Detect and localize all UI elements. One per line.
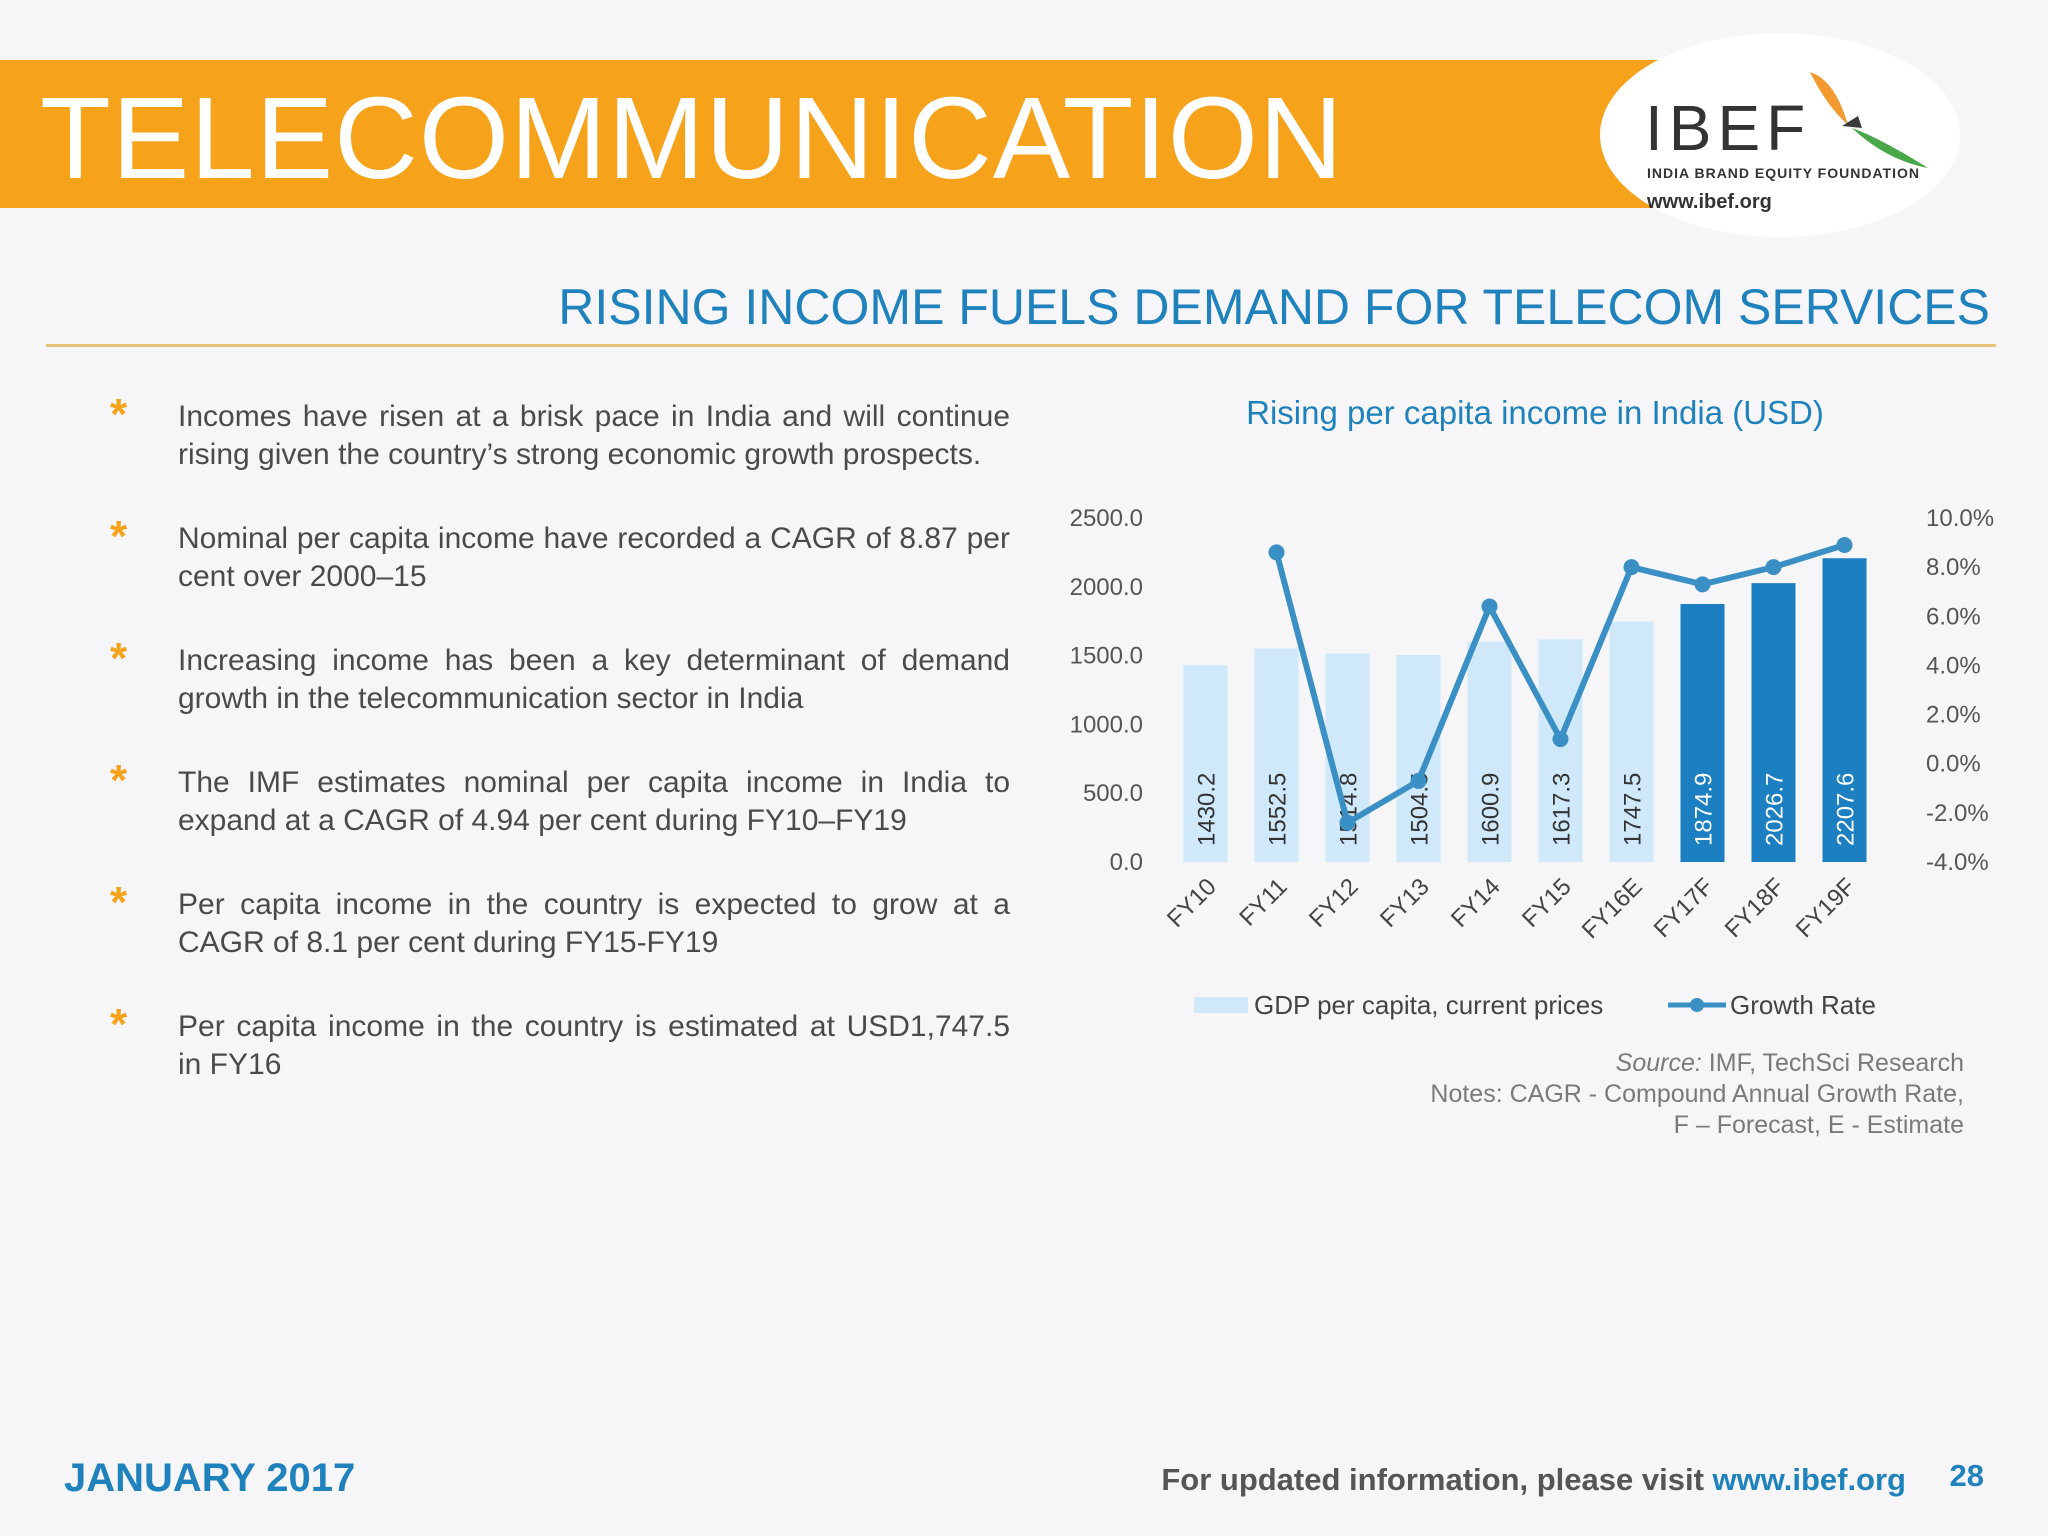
growth-point xyxy=(1836,537,1853,554)
asterisk-icon: * xyxy=(110,878,128,927)
growth-point xyxy=(1268,544,1285,561)
bar xyxy=(1183,665,1228,862)
x-tick-label: FY19F xyxy=(1791,873,1861,943)
bar xyxy=(1467,641,1512,862)
logo-name: IBEF xyxy=(1645,92,1811,164)
y-left-tick-label: 1500.0 xyxy=(1070,643,1143,670)
y-right-tick-label: 0.0% xyxy=(1926,751,1981,778)
x-tick-label: FY12 xyxy=(1304,873,1364,933)
visit-text: For updated information, please visit xyxy=(1161,1462,1713,1497)
visit-link[interactable]: www.ibef.org xyxy=(1712,1462,1906,1497)
bullet-item: * Per capita income in the country is est… xyxy=(110,1000,1010,1082)
x-tick-label: FY15 xyxy=(1517,873,1577,933)
bar xyxy=(1609,621,1654,862)
bullet-item: * Nominal per capita income have recorded… xyxy=(110,512,1010,594)
asterisk-icon: * xyxy=(110,390,128,439)
y-right-tick-label: 6.0% xyxy=(1926,603,1981,630)
legend-marker-line xyxy=(1690,998,1704,1012)
y-left-tick-label: 1000.0 xyxy=(1070,711,1143,738)
notes-line-2: F – Forecast, E - Estimate xyxy=(1673,1111,1964,1139)
slide-subtitle: RISING INCOME FUELS DEMAND FOR TELECOM S… xyxy=(558,279,1990,335)
bar-value-label: 1874.9 xyxy=(1691,773,1718,846)
title-banner xyxy=(0,60,1690,208)
y-left-tick-label: 0.0 xyxy=(1110,849,1143,876)
page-number: 28 xyxy=(1949,1458,1984,1493)
bullet-item: * Per capita income in the country is exp… xyxy=(110,878,1010,960)
bar-value-label: 1747.5 xyxy=(1620,773,1647,846)
x-tick-label: FY11 xyxy=(1234,873,1292,931)
bar xyxy=(1325,653,1370,862)
y-right-tick-label: 4.0% xyxy=(1926,652,1981,679)
bar xyxy=(1751,583,1796,862)
growth-point xyxy=(1481,598,1498,615)
legend-label-bars: GDP per capita, current prices xyxy=(1254,990,1603,1020)
growth-line xyxy=(1273,542,1846,826)
bar xyxy=(1680,604,1725,862)
legend-label-line: Growth Rate xyxy=(1730,990,1876,1020)
bar xyxy=(1396,654,1441,862)
x-tick-label: FY16E xyxy=(1577,873,1648,944)
y-right-tick-label: -4.0% xyxy=(1926,849,1989,876)
page-title: TELECOMMUNICATION xyxy=(40,73,1344,203)
growth-point xyxy=(1552,731,1569,748)
y-left-tick-label: 2500.0 xyxy=(1070,505,1143,532)
bar-value-label: 2207.6 xyxy=(1833,773,1860,846)
notes-line-1: Notes: CAGR - Compound Annual Growth Rat… xyxy=(1430,1080,1964,1108)
growth-point xyxy=(1339,814,1356,831)
source-text: IMF, TechSci Research xyxy=(1708,1049,1964,1077)
footer-visit: For updated information, please visit ww… xyxy=(1161,1462,1906,1498)
bar-value-label: 2026.7 xyxy=(1762,773,1789,846)
bar-value-label: 1617.3 xyxy=(1549,773,1576,846)
x-tick-label: FY17F xyxy=(1649,873,1719,943)
growth-point xyxy=(1623,559,1640,576)
asterisk-icon: * xyxy=(110,634,128,683)
bullet-item: * Increasing income has been a key determ… xyxy=(110,634,1010,716)
logo-url: www.ibef.org xyxy=(1646,191,1772,213)
asterisk-icon: * xyxy=(110,1000,128,1049)
bar xyxy=(1254,648,1299,862)
x-tick-label: FY10 xyxy=(1162,873,1222,933)
bullet-item: * Incomes have risen at a brisk pace in I… xyxy=(110,390,1010,472)
footer-date: JANUARY 2017 xyxy=(64,1456,356,1500)
bar xyxy=(1822,558,1867,862)
logo-tagline: INDIA BRAND EQUITY FOUNDATION xyxy=(1647,165,1920,181)
y-right-tick-label: -2.0% xyxy=(1926,800,1989,827)
growth-point xyxy=(1410,772,1427,789)
bullet-list: * Incomes have risen at a brisk pace in I… xyxy=(110,390,1010,1130)
y-left-tick-label: 500.0 xyxy=(1083,780,1143,807)
bullet-item: * The IMF estimates nominal per capita in… xyxy=(110,756,1010,838)
bar-value-label: 1552.5 xyxy=(1265,773,1292,846)
bar-value-label: 1600.9 xyxy=(1478,773,1505,846)
y-left-tick-label: 2000.0 xyxy=(1070,574,1143,601)
bar xyxy=(1538,639,1583,862)
asterisk-icon: * xyxy=(110,512,128,561)
x-tick-label: FY13 xyxy=(1375,873,1435,933)
chart-title: Rising per capita income in India (USD) xyxy=(1246,394,1824,431)
source-notes: Source: IMF, TechSci Research Notes: CAG… xyxy=(1430,1048,1964,1141)
source-label: Source: xyxy=(1615,1049,1702,1077)
divider xyxy=(46,344,1996,347)
asterisk-icon: * xyxy=(110,756,128,805)
bar-value-label: 1504.5 xyxy=(1407,773,1434,846)
bar-value-label: 1514.8 xyxy=(1336,773,1363,846)
growth-point xyxy=(1765,559,1782,576)
x-tick-label: FY14 xyxy=(1446,873,1506,933)
legend-swatch-bars xyxy=(1194,997,1248,1013)
bar-value-label: 1430.2 xyxy=(1194,773,1221,846)
x-tick-label: FY18F xyxy=(1720,873,1790,943)
y-right-tick-label: 2.0% xyxy=(1926,702,1981,729)
y-right-tick-label: 8.0% xyxy=(1926,554,1981,581)
growth-point xyxy=(1694,576,1711,593)
y-right-tick-label: 10.0% xyxy=(1926,505,1994,532)
ibef-logo: IBEF INDIA BRAND EQUITY FOUNDATION www.i… xyxy=(1590,30,1970,240)
